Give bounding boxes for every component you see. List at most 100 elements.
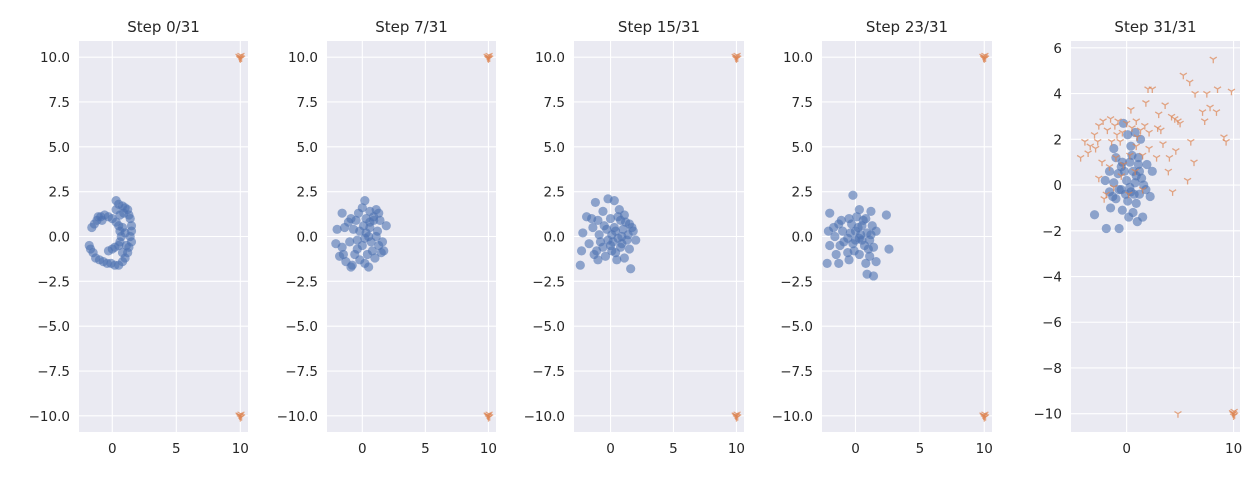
scatter-point <box>612 255 622 265</box>
y-tick-label: 2.5 <box>544 185 565 201</box>
y-tick-label: −7.5 <box>532 364 565 380</box>
scatter-point <box>836 215 846 225</box>
scatter-point <box>1190 159 1198 167</box>
scatter-point <box>1091 145 1100 153</box>
scatter-point <box>1130 127 1140 138</box>
scatter-point <box>371 231 381 242</box>
scatter-point <box>365 217 375 227</box>
scatter-point <box>1142 99 1150 107</box>
scatter-point <box>1106 115 1115 123</box>
scatter-point <box>1161 102 1169 110</box>
scatter-point <box>863 244 873 254</box>
scatter-point <box>1089 210 1100 220</box>
series-1 <box>235 52 246 422</box>
scatter-point <box>839 237 849 247</box>
y-tick-label: −10.0 <box>277 409 318 425</box>
scatter-point <box>1081 138 1089 146</box>
y-tick-label: −10.0 <box>29 409 70 425</box>
scatter-point <box>1114 118 1122 126</box>
series-1 <box>483 52 494 422</box>
subplot-4: 0 10 −10 −8 −6 −4 −2 0 2 4 6 Step 31/31 <box>1034 18 1243 457</box>
scatter-point <box>881 210 891 220</box>
plot-area <box>1071 41 1240 432</box>
scatter-point <box>375 215 385 225</box>
scatter-point <box>1131 198 1141 208</box>
scatter-point <box>125 213 135 224</box>
scatter-point <box>117 248 128 258</box>
subplot-1: 0 5 10 −10.0 −7.5 −5.0 −2.5 0.0 2.5 5.0 7.5 10.0 Ste… <box>277 18 497 457</box>
scatter-point <box>1229 410 1237 418</box>
y-tick-label: 7.5 <box>49 95 70 111</box>
scatter-point <box>235 413 244 420</box>
scatter-point <box>374 208 384 218</box>
scatter-point <box>1112 154 1120 162</box>
subplot-title: Step 15/31 <box>618 18 700 36</box>
scatter-point <box>351 215 361 225</box>
scatter-point <box>360 258 370 269</box>
scatter-point <box>1076 154 1085 162</box>
scatter-point <box>610 226 621 236</box>
scatter-point <box>364 231 374 242</box>
scatter-point <box>587 213 597 224</box>
scatter-point <box>621 217 631 227</box>
scatter-point <box>1227 88 1236 96</box>
scatter-point <box>831 249 841 260</box>
scatter-point <box>1164 168 1173 176</box>
y-tick-label: 10.0 <box>288 50 318 66</box>
y-tick-label: 6 <box>1053 41 1062 57</box>
scatter-point <box>1145 129 1153 137</box>
scatter-point <box>1145 191 1155 202</box>
scatter-point <box>853 222 863 233</box>
y-tick-label: 2 <box>1053 132 1062 148</box>
scatter-point <box>1144 86 1152 94</box>
scatter-point <box>866 230 876 240</box>
scatter-point <box>1206 104 1214 112</box>
x-tick-label: 0 <box>606 441 615 457</box>
scatter-point <box>731 413 740 420</box>
scatter-point <box>578 228 588 238</box>
subplot-3: 0 5 10 −10.0 −7.5 −5.0 −2.5 0.0 2.5 5.0 7.5 10.0 Ste… <box>772 18 993 457</box>
scatter-point <box>235 55 244 63</box>
series-0 <box>822 190 894 281</box>
scatter-point <box>858 215 868 225</box>
y-tick-label: −2.5 <box>37 274 70 290</box>
scatter-point <box>1122 120 1131 128</box>
scatter-point <box>1100 175 1110 186</box>
y-tick-label: 2.5 <box>49 185 70 201</box>
y-tick-label: 4 <box>1053 87 1062 103</box>
scatter-point <box>360 196 370 206</box>
scatter-point <box>588 222 598 233</box>
scatter-point <box>1191 90 1199 98</box>
y-tick-label: −4 <box>1042 270 1062 286</box>
y-tick-label: −5.0 <box>37 319 70 335</box>
y-tick-label: −2.5 <box>780 274 813 290</box>
y-tick-label: 7.5 <box>297 95 318 111</box>
y-tick-label: 0.0 <box>792 230 813 246</box>
scatter-point <box>1108 191 1118 202</box>
scatter-point <box>350 249 360 260</box>
scatter-point <box>623 230 633 240</box>
scatter-point <box>1138 152 1147 160</box>
y-tick-label: 2.5 <box>297 185 318 201</box>
scatter-point <box>1171 148 1180 155</box>
scatter-point <box>1086 143 1095 151</box>
scatter-point <box>1109 143 1119 154</box>
scatter-point <box>1165 154 1174 162</box>
scatter-point <box>979 413 988 420</box>
scatter-point <box>1132 143 1141 151</box>
scatter-point <box>1157 127 1165 135</box>
y-tick-label: −10 <box>1034 407 1063 423</box>
scatter-point <box>1222 138 1230 146</box>
scatter-point <box>849 246 859 256</box>
scatter-point <box>84 240 94 251</box>
scatter-point <box>345 237 355 247</box>
scatter-point <box>1114 223 1124 234</box>
subplot-title: Step 7/31 <box>375 18 448 36</box>
scatter-point <box>584 239 594 249</box>
scatter-point <box>1127 106 1135 114</box>
y-tick-label: 5.0 <box>792 140 813 156</box>
x-tick-label: 5 <box>669 441 678 457</box>
scatter-point <box>1117 205 1127 215</box>
scatter-point <box>1170 115 1179 123</box>
y-tick-label: −5.0 <box>532 319 565 335</box>
